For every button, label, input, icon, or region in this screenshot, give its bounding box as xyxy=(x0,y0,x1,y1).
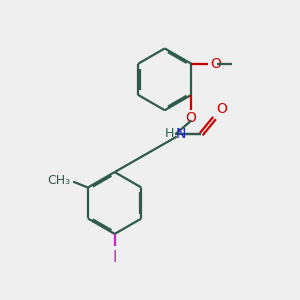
Text: H: H xyxy=(164,127,174,140)
Text: O: O xyxy=(210,57,220,71)
Text: CH₃: CH₃ xyxy=(48,174,71,187)
Text: O: O xyxy=(185,111,196,125)
Text: I: I xyxy=(112,250,117,265)
Text: N: N xyxy=(176,127,186,141)
Text: O: O xyxy=(216,102,227,116)
